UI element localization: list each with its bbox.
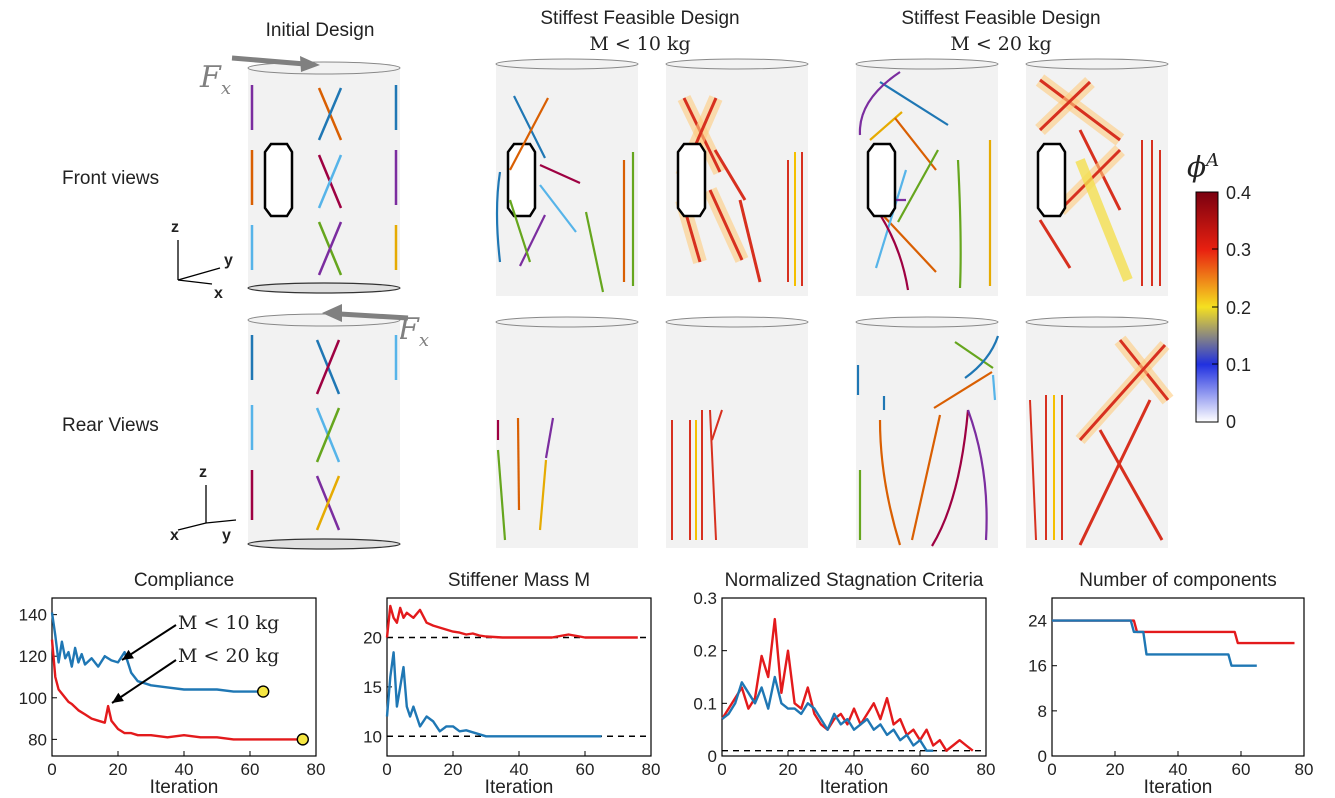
force-label-front: Fx bbox=[200, 60, 231, 99]
colorbar-tick-1: 0.3 bbox=[1226, 240, 1252, 260]
chart-3-ytick-label-0: 0 bbox=[1038, 747, 1047, 766]
chart-2-xtick-label-1: 20 bbox=[779, 760, 798, 779]
chart-1-series-0 bbox=[385, 651, 602, 738]
chart-0-ytick-label-3: 140 bbox=[19, 606, 47, 625]
chart-0-title: Compliance bbox=[134, 570, 234, 591]
chart-3-ytick-label-3: 24 bbox=[1028, 612, 1047, 631]
colorbar-label: ϕA bbox=[1187, 150, 1220, 184]
chart-1-xtick-label-1: 20 bbox=[444, 760, 463, 779]
chart-0-xtick-label-0: 0 bbox=[47, 760, 56, 779]
cylinder-20kg-rear-lines bbox=[855, 316, 1000, 548]
title-initial-design: Initial Design bbox=[265, 20, 375, 41]
triad-rear-y: y bbox=[222, 527, 231, 544]
chart-0-endpoint-0 bbox=[257, 685, 270, 698]
triad-rear-z: z bbox=[199, 464, 207, 481]
chart-2-series-1 bbox=[720, 617, 974, 752]
colorbar-ticks bbox=[1212, 191, 1218, 423]
chart-1-ytick-label-0: 10 bbox=[363, 727, 382, 746]
chart-2-xtick-label-0: 0 bbox=[717, 760, 726, 779]
chart-0-xlabel: Iteration bbox=[150, 777, 219, 798]
triad-rear-x: x bbox=[170, 527, 179, 544]
compliance-arrow-20 bbox=[111, 659, 177, 704]
force-arrowhead-front bbox=[300, 56, 320, 72]
chart-3-xtick-label-0: 0 bbox=[1047, 760, 1056, 779]
chart-0-xtick-label-4: 80 bbox=[307, 760, 326, 779]
chart-0-xtick-label-3: 60 bbox=[241, 760, 260, 779]
chart-2-xtick-label-4: 80 bbox=[977, 760, 996, 779]
chart-2-ytick-label-2: 0.2 bbox=[693, 642, 717, 661]
cylinder-10kg-rear-lines bbox=[495, 316, 639, 548]
chart-0-xtick-label-1: 20 bbox=[109, 760, 128, 779]
chart-3-xtick-label-4: 80 bbox=[1295, 760, 1314, 779]
chart-1-xtick-label-3: 60 bbox=[576, 760, 595, 779]
chart-2-series-0 bbox=[721, 675, 934, 752]
cylinder-20kg-front-density bbox=[1025, 58, 1169, 296]
row-label-rear: Rear Views bbox=[62, 415, 159, 436]
chart-1-series-1 bbox=[385, 604, 638, 639]
chart-1-xtick-label-2: 40 bbox=[510, 760, 529, 779]
chart-2-title: Normalized Stagnation Criteria bbox=[725, 570, 984, 591]
chart-0-series-1 bbox=[50, 639, 303, 741]
chart-3-ytick-label-1: 8 bbox=[1038, 702, 1047, 721]
compliance-annotation-10: M < 10 kg bbox=[178, 612, 280, 634]
chart-2-ytick-label-1: 0.1 bbox=[693, 694, 717, 713]
cylinder-initial-front bbox=[247, 61, 401, 294]
chart-3-series-1 bbox=[1052, 619, 1295, 645]
chart-1-ytick-label-1: 15 bbox=[363, 678, 382, 697]
chart-2-ytick-label-3: 0.3 bbox=[693, 589, 717, 608]
force-arrow-rear bbox=[339, 311, 409, 321]
chart-0-ytick-label-0: 80 bbox=[28, 730, 47, 749]
title-stiffest-10-sub: M < 10 kg bbox=[589, 33, 691, 55]
cylinder-20kg-rear-density bbox=[1025, 316, 1174, 548]
compliance-arrow-20-head bbox=[112, 692, 124, 703]
chart-0-endpoint-1 bbox=[296, 733, 309, 746]
cylinder-10kg-front-lines bbox=[495, 58, 639, 296]
colorbar-tick-0: 0.4 bbox=[1226, 183, 1252, 203]
chart-0-series-0 bbox=[50, 612, 264, 693]
force-arrow-front bbox=[231, 55, 306, 67]
chart-1-title: Stiffener Mass M bbox=[448, 570, 590, 591]
chart-0-ytick-label-1: 100 bbox=[19, 689, 47, 708]
chart-3-xlabel: Iteration bbox=[1144, 777, 1213, 798]
chart-2-frame bbox=[721, 597, 987, 757]
cylinder-10kg-front-density bbox=[665, 58, 809, 296]
triad-rear bbox=[177, 485, 237, 531]
chart-3-xtick-label-1: 20 bbox=[1106, 760, 1125, 779]
triad-front-y: y bbox=[224, 252, 233, 269]
chart-2-xtick-label-2: 40 bbox=[845, 760, 864, 779]
cylinder-initial-rear bbox=[247, 313, 401, 550]
chart-3-ytick-label-2: 16 bbox=[1028, 657, 1047, 676]
title-stiffest-10: Stiffest Feasible Design bbox=[540, 8, 740, 29]
chart-2-ytick-label-0: 0 bbox=[708, 747, 717, 766]
chart-0-ytick-label-2: 120 bbox=[19, 647, 47, 666]
row-label-front: Front views bbox=[62, 168, 160, 189]
chart-1-ytick-label-2: 20 bbox=[363, 629, 382, 648]
chart-0-xtick-label-2: 40 bbox=[175, 760, 194, 779]
chart-2-xtick-label-3: 60 bbox=[911, 760, 930, 779]
compliance-arrow-10-head bbox=[122, 649, 134, 660]
colorbar-tick-4: 0 bbox=[1226, 412, 1237, 432]
colorbar-tick-3: 0.1 bbox=[1226, 355, 1252, 375]
triad-front-x: x bbox=[214, 285, 223, 302]
chart-3-xtick-label-3: 60 bbox=[1232, 760, 1251, 779]
colorbar-tick-2: 0.2 bbox=[1226, 298, 1252, 318]
title-stiffest-20: Stiffest Feasible Design bbox=[901, 8, 1101, 29]
chart-2-xlabel: Iteration bbox=[820, 777, 889, 798]
triad-front bbox=[177, 240, 221, 285]
cylinder-20kg-front-lines bbox=[855, 58, 999, 296]
chart-1-xtick-label-4: 80 bbox=[642, 760, 661, 779]
chart-3-series-0 bbox=[1052, 619, 1257, 667]
chart-1-xlabel: Iteration bbox=[485, 777, 554, 798]
chart-3-title: Number of components bbox=[1079, 570, 1277, 591]
cylinder-10kg-rear-density bbox=[665, 316, 809, 548]
chart-3-xtick-label-2: 40 bbox=[1169, 760, 1188, 779]
compliance-annotation-20: M < 20 kg bbox=[178, 645, 280, 667]
triad-front-z: z bbox=[171, 219, 179, 236]
title-stiffest-20-sub: M < 20 kg bbox=[950, 33, 1052, 55]
chart-1-xtick-label-0: 0 bbox=[382, 760, 391, 779]
force-label-rear: Fx bbox=[398, 312, 429, 351]
force-arrowhead-rear bbox=[322, 304, 342, 322]
